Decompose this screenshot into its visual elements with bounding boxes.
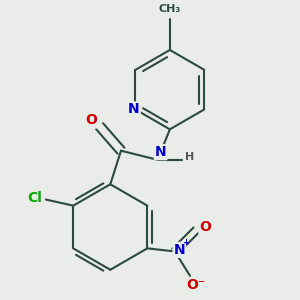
Text: N: N: [155, 145, 167, 159]
Text: CH₃: CH₃: [159, 4, 181, 14]
Text: O⁻: O⁻: [187, 278, 206, 292]
Text: +: +: [182, 238, 189, 247]
Text: O: O: [200, 220, 211, 234]
Text: N: N: [128, 103, 140, 116]
Text: H: H: [185, 152, 194, 162]
Text: N: N: [174, 243, 185, 257]
Text: O: O: [85, 113, 97, 127]
Text: Cl: Cl: [27, 191, 42, 205]
